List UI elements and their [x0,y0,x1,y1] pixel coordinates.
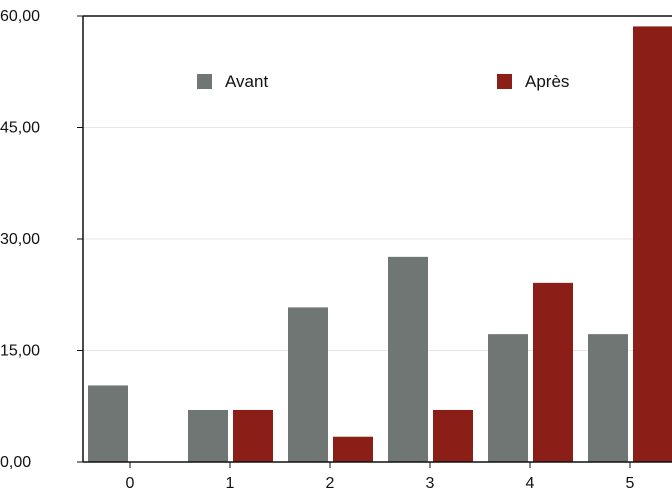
x-tick-label: 1 [226,475,235,492]
bar-apr-s-5 [633,26,672,462]
bar-avant-4 [488,334,528,462]
bars [88,26,672,462]
x-tick-label: 3 [426,475,435,492]
y-tick-label: 60,00 [0,8,40,25]
x-axis-ticks: 0 1 2 3 4 5 [126,462,635,492]
bar-apr-s-3 [433,409,473,462]
y-tick-label: 15,00 [0,343,40,360]
bar-avant-5 [588,334,628,462]
x-tick-label: 0 [126,475,135,492]
bar-avant-2 [288,307,328,462]
legend: Avant Après [197,72,569,91]
bar-avant-1 [188,409,228,462]
legend-item-apr-s: Après [497,72,569,91]
y-tick-label: 30,00 [0,231,40,248]
x-tick-label: 5 [626,475,635,492]
bar-apr-s-2 [333,436,373,462]
bar-apr-s-4 [533,282,573,462]
y-tick-label: 45,00 [0,120,40,137]
legend-swatch [497,74,512,89]
x-tick-label: 4 [526,475,535,492]
y-axis-ticks: 0,00 15,00 30,00 45,00 60,00 [0,8,83,471]
legend-item-avant: Avant [197,72,268,91]
legend-swatch [197,74,212,89]
bar-avant-3 [388,256,428,462]
legend-label: Avant [225,72,268,91]
y-tick-label: 0,00 [0,454,31,471]
x-tick-label: 2 [326,475,335,492]
gridlines [83,127,672,351]
bar-avant-0 [88,385,128,462]
bar-apr-s-1 [233,409,273,462]
legend-label: Après [525,72,569,91]
